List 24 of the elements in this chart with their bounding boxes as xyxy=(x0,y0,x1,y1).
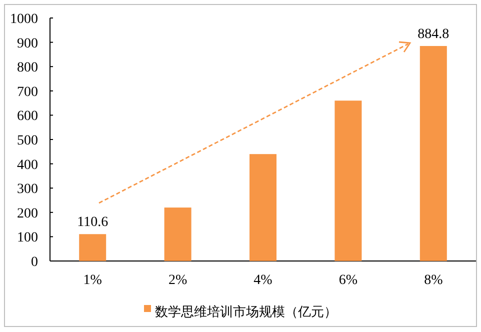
x-tick-label: 6% xyxy=(338,273,358,288)
y-tick-label: 200 xyxy=(17,206,38,222)
y-tick-label: 100 xyxy=(17,230,38,246)
bar xyxy=(164,208,192,261)
legend: 数学思维培训市场规模（亿元） xyxy=(144,305,337,320)
y-tick-label: 400 xyxy=(17,158,38,173)
x-tick-label: 8% xyxy=(424,273,444,288)
y-tick-label: 800 xyxy=(17,60,38,76)
bar xyxy=(334,100,362,261)
bar xyxy=(250,154,276,261)
y-tick-label: 0 xyxy=(31,255,38,270)
y-tick-label: 500 xyxy=(17,134,38,148)
y-tick-label: 300 xyxy=(17,182,38,198)
y-tick-label: 700 xyxy=(17,84,38,100)
x-tick-label: 4% xyxy=(254,273,273,288)
bar xyxy=(420,46,447,261)
data-label: 110.6 xyxy=(77,215,108,230)
bar xyxy=(79,234,106,261)
y-tick-label: 1000 xyxy=(10,12,38,27)
data-label: 884.8 xyxy=(418,26,450,42)
x-tick-label: 2% xyxy=(168,273,188,288)
y-tick-label: 600 xyxy=(17,109,38,124)
x-tick-label: 1% xyxy=(83,273,102,288)
y-tick-label: 900 xyxy=(17,36,38,52)
